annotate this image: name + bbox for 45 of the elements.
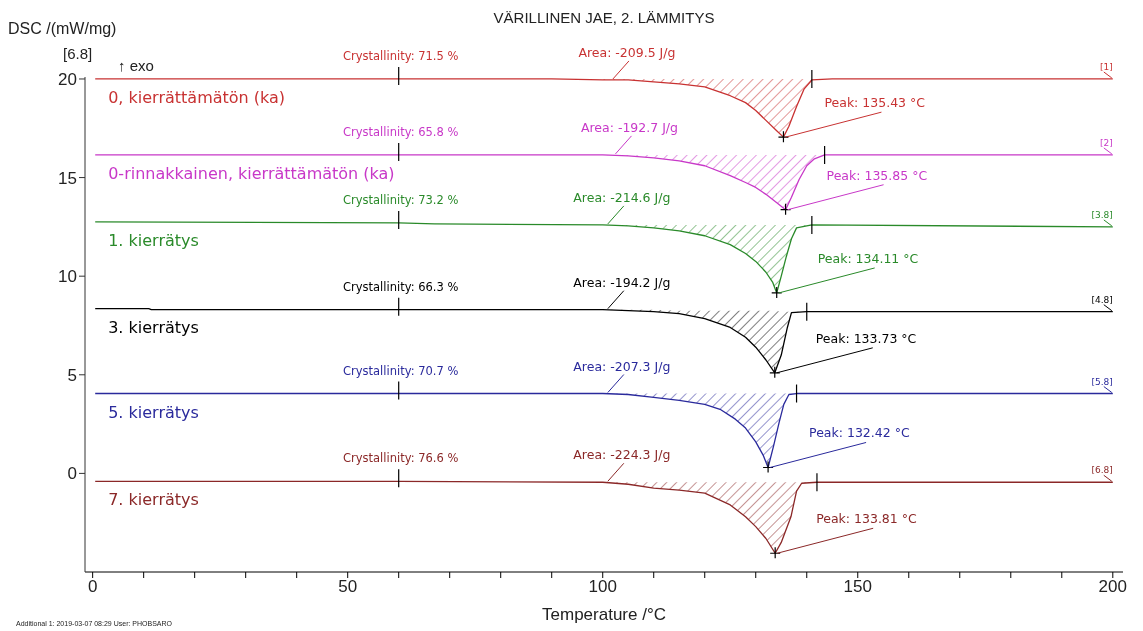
legend-label: 0-rinnakkainen, kierrättämätön (ka) (108, 163, 395, 183)
annotation: Area: -192.7 J/g (580, 119, 679, 135)
series-label: 3. kierrätys (108, 317, 199, 337)
annotation: Area: -214.6 J/g (573, 189, 671, 205)
y-axis-title: DSC /(mW/mg) (8, 20, 117, 38)
annotation: Peak: 133.73 °C (815, 330, 917, 346)
y-tick-label: 10 (58, 267, 77, 287)
annotation: Peak: 135.43 °C (824, 95, 926, 111)
series-label: 7. kierrätys (108, 490, 199, 510)
annotation: Peak: 132.42 °C (809, 425, 910, 441)
x-tick-label: 100 (588, 577, 617, 597)
annotation: Area: -209.5 J/g (578, 44, 676, 60)
annotation: [1] (1100, 61, 1113, 72)
annotation: [4.8] (1091, 294, 1113, 305)
annotation: Crystallinity: 66.3 % (343, 279, 459, 294)
x-tick-label: 150 (843, 577, 872, 597)
annotation: Crystallinity: 73.2 % (343, 192, 459, 207)
annotation: Crystallinity: 76.6 % (343, 451, 459, 466)
y-tick-label: 15 (58, 168, 77, 188)
x-tick-label: 0 (87, 577, 98, 597)
annotation: [5.8] (1091, 376, 1113, 387)
annotation: Crystallinity: 65.8 % (343, 124, 459, 139)
series-label: 1. kierrätys (108, 230, 199, 250)
chart-title: VÄRILLINEN JAE, 2. LÄMMITYS (493, 9, 715, 26)
y-tick-label: 5 (67, 365, 77, 385)
annotation: Crystallinity: 70.7 % (343, 363, 459, 378)
annotation: Peak: 135.85 °C (826, 167, 928, 183)
annotation: Crystallinity: 71.5 % (343, 48, 459, 63)
x-axis-title: Temperature /°C (542, 605, 666, 624)
series-label: 5. kierrätys (108, 402, 199, 422)
x-tick-label: 50 (338, 577, 358, 597)
annotation: Peak: 134.11 °C (817, 250, 919, 266)
series-label: 0, kierrättämätön (ka) (108, 87, 286, 107)
annotation: [6.8] (1091, 465, 1113, 476)
y-tick-label: 0 (67, 464, 77, 484)
annotation: Peak: 133.81 °C (816, 511, 918, 527)
text: ↑ exo (118, 57, 154, 74)
x-tick-label: 200 (1098, 577, 1127, 597)
annotation: Area: -207.3 J/g (573, 358, 671, 374)
annotation: [3.8] (1091, 209, 1113, 220)
annotation: [2] (1100, 137, 1113, 148)
annotation: Area: -194.2 J/g (573, 274, 671, 290)
text: [6.8] (63, 45, 93, 62)
annotation: Area: -224.3 J/g (573, 447, 671, 463)
y-tick-label: 20 (58, 70, 77, 90)
